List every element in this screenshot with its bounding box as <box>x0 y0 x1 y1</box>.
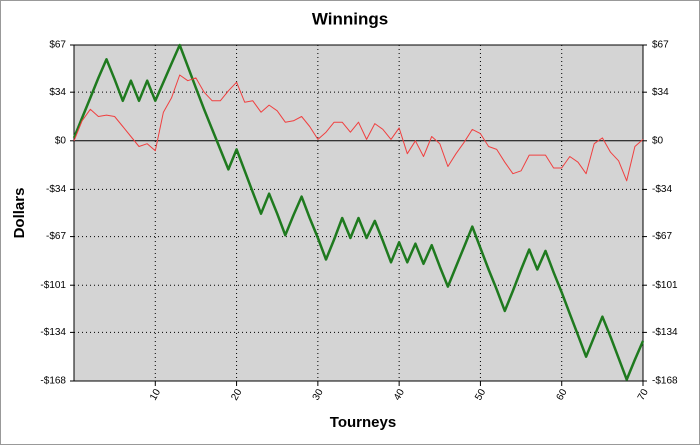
x-tick-label: 30 <box>311 387 326 403</box>
x-tick-label: 20 <box>229 387 244 403</box>
x-axis-label: Tourneys <box>330 414 396 431</box>
x-tick-label: 70 <box>636 387 651 403</box>
chart-title: Winnings <box>312 9 388 28</box>
y2-tick-label: -$67 <box>652 231 672 242</box>
series-line <box>72 43 645 381</box>
plot-area <box>73 44 644 382</box>
y2-tick-label: $34 <box>652 87 669 98</box>
y2-tick-label: $0 <box>652 135 664 146</box>
x-tick-label: 50 <box>473 387 488 403</box>
x-tick-label: 40 <box>392 387 407 403</box>
y-tick-label: -$34 <box>46 184 66 195</box>
y2-tick-label: -$101 <box>652 280 678 291</box>
y-tick-label: -$168 <box>40 376 66 387</box>
y-tick-label: $34 <box>49 87 66 98</box>
y2-tick-label: -$134 <box>652 327 678 338</box>
y2-tick-label: -$168 <box>652 376 678 387</box>
y2-tick-label: $67 <box>652 40 669 51</box>
y-tick-label: -$67 <box>46 231 66 242</box>
x-tick-label: 10 <box>148 387 163 403</box>
y-tick-label: $67 <box>49 40 66 51</box>
y-tick-label: -$134 <box>40 327 66 338</box>
y-tick-label: -$101 <box>40 280 66 291</box>
x-tick-label: 60 <box>555 387 570 403</box>
y-axis-label: Dollars <box>11 188 28 239</box>
y2-tick-label: -$34 <box>652 184 672 195</box>
y-tick-label: $0 <box>55 135 67 146</box>
series-line <box>73 74 644 182</box>
